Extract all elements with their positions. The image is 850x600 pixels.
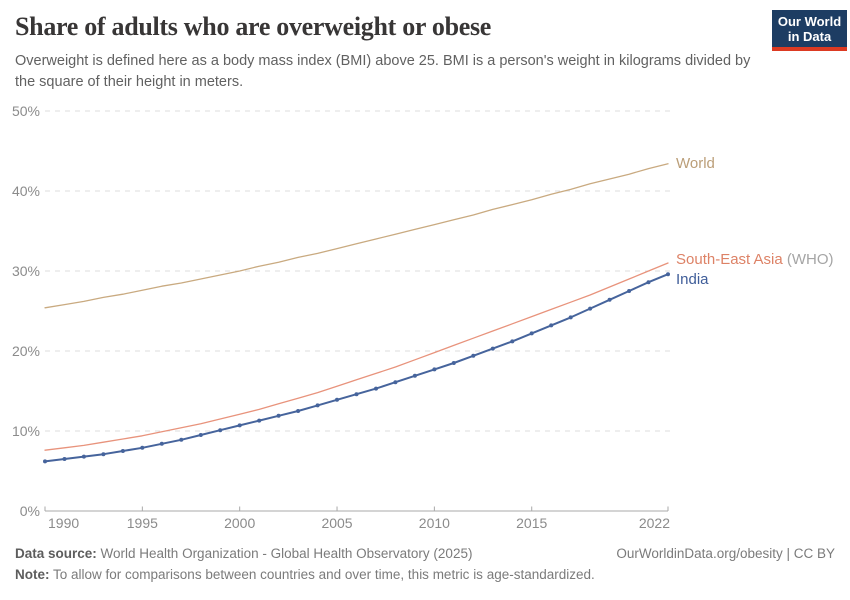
data-point-india-2010[interactable] — [432, 367, 437, 372]
data-source-label: Data source: — [15, 546, 97, 561]
data-point-india-2007[interactable] — [374, 386, 378, 391]
data-point-india-1993[interactable] — [101, 452, 106, 457]
x-axis-label-1995: 1995 — [127, 515, 158, 531]
footer-note-text: To allow for comparisons between countri… — [49, 567, 595, 582]
data-point-india-2020[interactable] — [627, 289, 632, 293]
data-point-india-2000[interactable] — [237, 423, 242, 428]
y-axis-label-40: 40% — [12, 183, 40, 199]
data-point-india-2002[interactable] — [276, 413, 281, 418]
series-line-india[interactable] — [44, 273, 669, 463]
data-source-text: World Health Organization - Global Healt… — [96, 546, 473, 561]
y-axis-label-10: 10% — [12, 423, 40, 439]
y-axis-label-30: 30% — [12, 263, 40, 279]
line-chart[interactable]: 0% 10% 20% 30% 40% 50% 1990 1995 2000 2005 2010 201… — [0, 95, 850, 535]
data-point-india-1995[interactable] — [140, 445, 145, 450]
data-point-india-2003[interactable] — [296, 409, 301, 413]
attribution-link[interactable]: OurWorldinData.org/obesity | CC BY — [616, 546, 835, 561]
data-point-india-1999[interactable] — [218, 428, 223, 433]
y-axis-label-0: 0% — [20, 503, 40, 519]
owid-logo-line2: in Data — [787, 28, 832, 44]
x-axis-label-2005: 2005 — [321, 515, 352, 531]
x-axis-label-2015: 2015 — [516, 515, 547, 531]
data-point-india-2021[interactable] — [646, 280, 651, 285]
data-source: Data source: World Health Organization -… — [15, 546, 472, 561]
data-point-india-1992[interactable] — [81, 454, 86, 459]
data-point-india-1998[interactable] — [198, 433, 203, 437]
data-point-india-1997[interactable] — [179, 437, 184, 442]
owid-logo[interactable]: Our World in Data — [772, 10, 847, 51]
x-axis-label-2000: 2000 — [224, 515, 255, 531]
data-point-india-2017[interactable] — [568, 315, 573, 320]
data-point-india-2006[interactable] — [354, 392, 359, 397]
data-point-india-1990[interactable] — [43, 459, 47, 464]
chart-footer: Data source: World Health Organization -… — [15, 546, 835, 582]
data-point-india-2009[interactable] — [412, 373, 417, 378]
data-point-india-2013[interactable] — [490, 346, 495, 351]
data-point-india-2005[interactable] — [335, 397, 339, 402]
x-axis-label-2010: 2010 — [419, 515, 450, 531]
data-point-india-2018[interactable] — [588, 306, 593, 311]
data-point-india-2001[interactable] — [257, 418, 262, 423]
footer-note-label: Note: — [15, 567, 50, 582]
series-line-south-east-asia[interactable] — [44, 262, 669, 451]
owid-logo-line1: Our World — [777, 13, 842, 29]
series-label-secondary-south-east-asia: (WHO) — [783, 251, 834, 268]
data-point-india-1994[interactable] — [120, 449, 125, 453]
data-point-india-1996[interactable] — [159, 441, 164, 446]
series-line-world[interactable] — [44, 163, 669, 309]
y-axis-label-20: 20% — [12, 343, 40, 359]
data-point-india-2008[interactable] — [393, 380, 398, 385]
page-title: Share of adults who are overweight or ob… — [15, 12, 492, 41]
chart-subtitle: Overweight is defined here as a body mas… — [15, 53, 751, 90]
data-point-india-2022[interactable] — [666, 272, 670, 277]
y-axis-label-50: 50% — [12, 103, 40, 119]
x-axis-label-2022: 2022 — [639, 515, 670, 531]
x-axis-label-1990: 1990 — [48, 515, 79, 531]
data-point-india-2019[interactable] — [607, 297, 612, 302]
series-label-india[interactable]: India — [676, 271, 709, 288]
data-point-india-2015[interactable] — [529, 331, 534, 336]
data-point-india-2004[interactable] — [315, 403, 320, 408]
data-point-india-1991[interactable] — [62, 457, 67, 461]
data-point-india-2014[interactable] — [510, 339, 515, 344]
series-label-south-east-asia[interactable]: South-East Asia (WHO) — [676, 251, 834, 268]
data-point-india-2011[interactable] — [451, 361, 456, 365]
series-label-world[interactable]: World — [676, 155, 715, 172]
data-point-india-2016[interactable] — [549, 323, 554, 328]
footer-note: Note: To allow for comparisons between c… — [15, 567, 835, 582]
data-point-india-2012[interactable] — [471, 353, 476, 358]
